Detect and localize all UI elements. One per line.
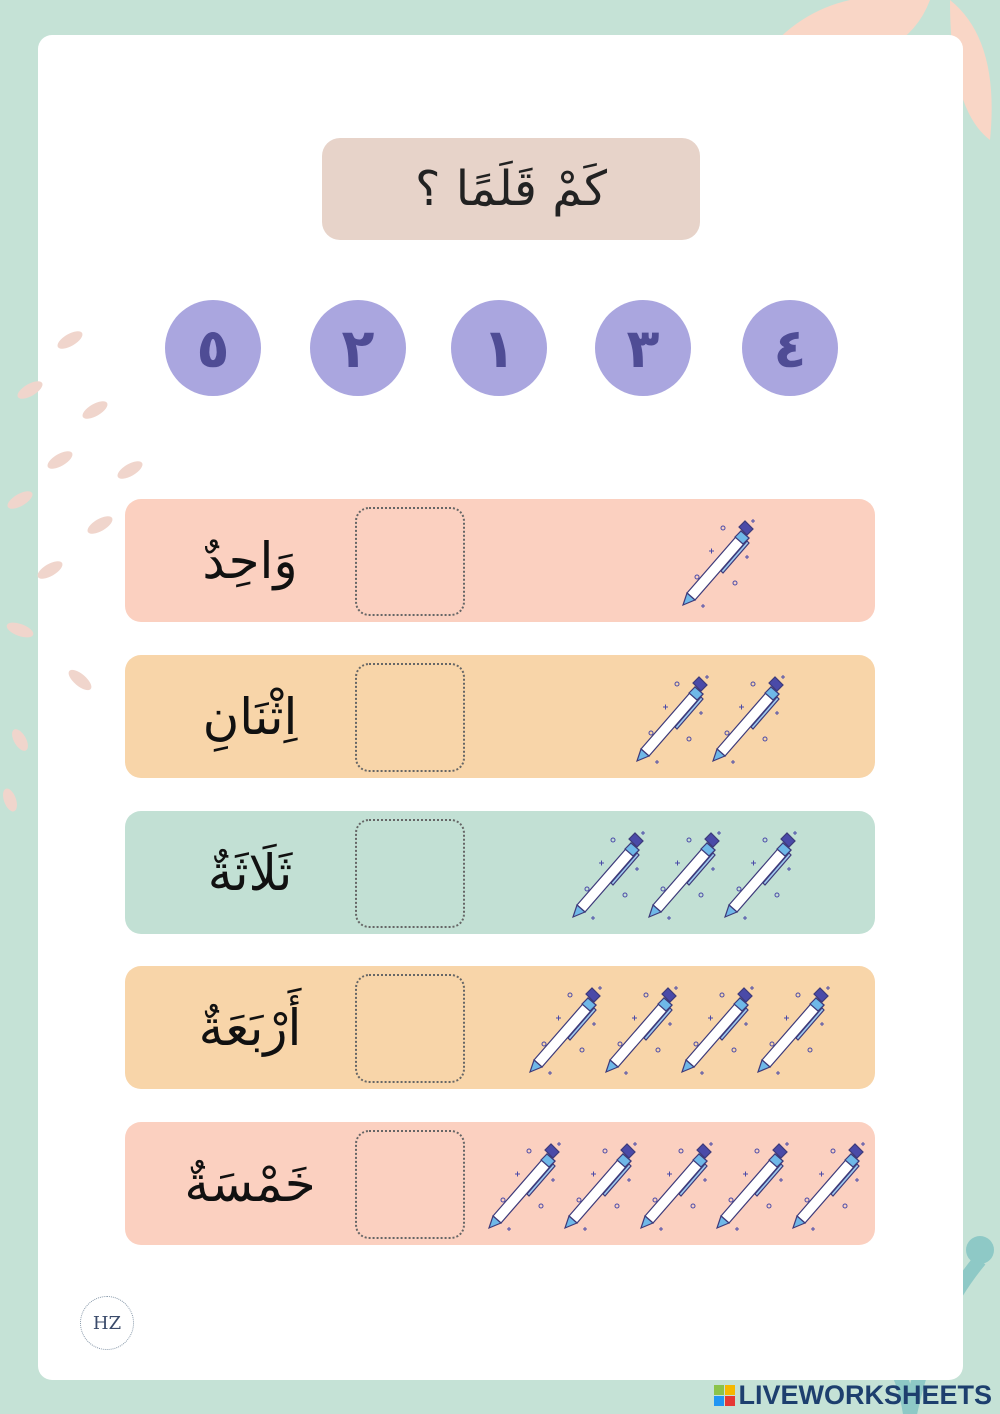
pens-group <box>526 980 830 1075</box>
liveworksheets-logo-icon <box>714 1385 736 1406</box>
pen-icon <box>678 980 754 1075</box>
answer-drop-box[interactable] <box>355 819 465 928</box>
pen-icon <box>602 980 678 1075</box>
pen-icon <box>485 1136 561 1231</box>
number-circle[interactable]: ٤ <box>742 300 838 396</box>
pens-group <box>633 669 785 764</box>
pen-icon <box>526 980 602 1075</box>
answer-drop-box[interactable] <box>355 507 465 616</box>
pen-icon <box>645 825 721 920</box>
pen-icon <box>721 825 797 920</box>
pen-icon <box>713 1136 789 1231</box>
number-circle[interactable]: ١ <box>451 300 547 396</box>
count-row: وَاحِدٌ <box>125 499 875 622</box>
liveworksheets-watermark: LIVEWORKSHEETS <box>714 1380 992 1411</box>
count-row: خَمْسَةٌ <box>125 1122 875 1245</box>
pen-icon <box>633 669 709 764</box>
number-word: اِثْنَانِ <box>202 687 298 746</box>
watermark-text: LIVEWORKSHEETS <box>738 1380 992 1410</box>
hz-logo: HZ <box>80 1296 134 1350</box>
page-title: كَمْ قَلَمًا ؟ <box>322 138 700 240</box>
pen-icon <box>754 980 830 1075</box>
number-circle[interactable]: ٢ <box>310 300 406 396</box>
answer-drop-box[interactable] <box>355 974 465 1083</box>
pen-icon <box>709 669 785 764</box>
pens-group <box>569 825 797 920</box>
pen-icon <box>789 1136 865 1231</box>
number-word: أَرْبَعَةٌ <box>198 998 302 1057</box>
pen-icon <box>561 1136 637 1231</box>
answer-drop-box[interactable] <box>355 663 465 772</box>
count-row: اِثْنَانِ <box>125 655 875 778</box>
number-circle[interactable]: ٣ <box>595 300 691 396</box>
number-circle[interactable]: ٥ <box>165 300 261 396</box>
dots-decoration-left <box>3 331 154 812</box>
answer-drop-box[interactable] <box>355 1130 465 1239</box>
pen-icon <box>569 825 645 920</box>
pen-icon <box>637 1136 713 1231</box>
pens-group <box>679 513 755 608</box>
number-word: وَاحِدٌ <box>202 531 298 590</box>
pen-icon <box>679 513 755 608</box>
count-row: أَرْبَعَةٌ <box>125 966 875 1089</box>
pens-group <box>485 1136 865 1231</box>
number-word: ثَلَاثَةٌ <box>207 843 293 902</box>
count-row: ثَلَاثَةٌ <box>125 811 875 934</box>
number-word: خَمْسَةٌ <box>184 1154 316 1213</box>
